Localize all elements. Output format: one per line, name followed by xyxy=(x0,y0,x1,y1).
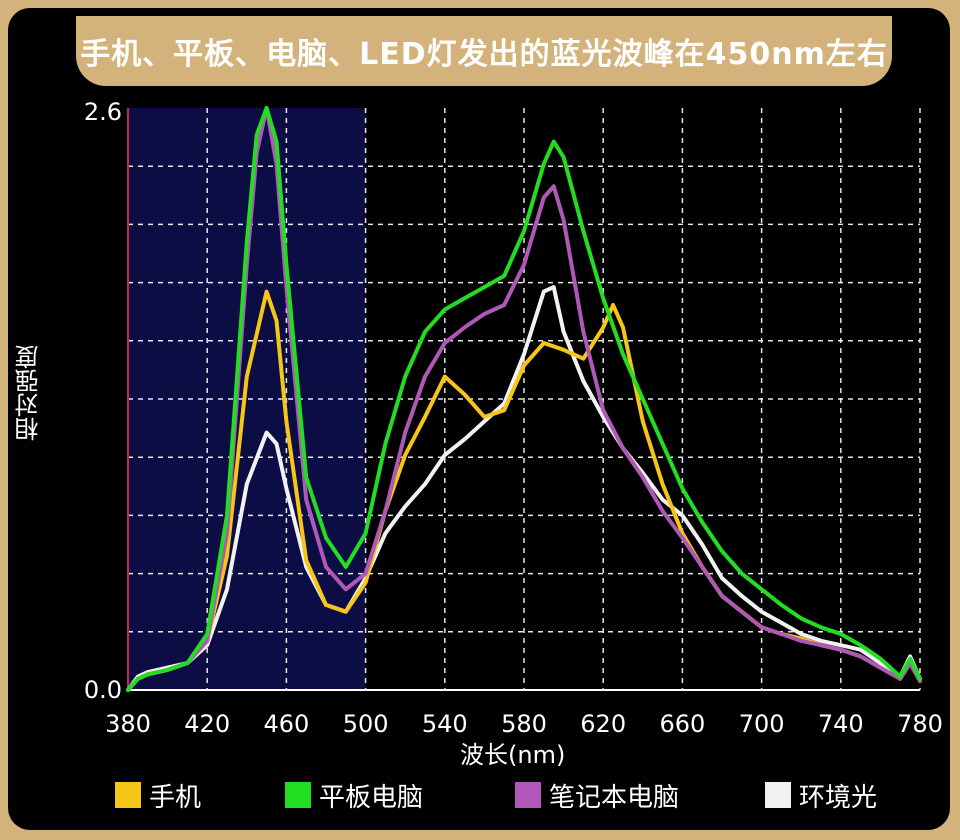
y-axis-label: 相对强度 xyxy=(15,345,43,441)
legend-swatch xyxy=(285,782,311,808)
x-tick-label: 380 xyxy=(105,710,151,738)
legend-swatch xyxy=(765,782,791,808)
x-tick-label: 580 xyxy=(501,710,547,738)
legend-label: 平板电脑 xyxy=(319,782,424,813)
legend-item: 环境光 xyxy=(765,775,877,815)
legend-label: 手机 xyxy=(149,782,202,813)
x-axis-label: 波长(nm) xyxy=(460,741,566,769)
x-tick-label: 420 xyxy=(184,710,230,738)
x-tick-label: 740 xyxy=(818,710,864,738)
legend-item: 平板电脑 xyxy=(285,775,423,815)
legend-label: 笔记本电脑 xyxy=(549,782,680,813)
legend-item: 笔记本电脑 xyxy=(515,775,679,815)
x-tick-label: 500 xyxy=(343,710,389,738)
y-tick-label: 2.6 xyxy=(84,98,122,126)
series-line-平板电脑 xyxy=(126,106,922,692)
legend-swatch xyxy=(515,782,541,808)
x-tick-label: 540 xyxy=(422,710,468,738)
legend-item: 手机 xyxy=(115,775,201,815)
blue-light-band xyxy=(128,108,366,690)
legend: 手机 平板电脑 笔记本电脑 环境光 xyxy=(115,775,915,815)
series-line-环境光 xyxy=(126,285,922,692)
x-tick-label: 460 xyxy=(263,710,309,738)
legend-label: 环境光 xyxy=(799,782,878,813)
x-tick-label: 620 xyxy=(580,710,626,738)
title-banner: 手机、平板、电脑、LED灯发出的蓝光波峰在450nm左右 xyxy=(76,16,892,86)
x-tick-label: 700 xyxy=(739,710,785,738)
x-tick-label: 780 xyxy=(897,710,943,738)
legend-swatch xyxy=(115,782,141,808)
x-tick-label: 660 xyxy=(659,710,705,738)
chart-title: 手机、平板、电脑、LED灯发出的蓝光波峰在450nm左右 xyxy=(80,37,888,72)
y-tick-label: 0.0 xyxy=(84,676,122,704)
